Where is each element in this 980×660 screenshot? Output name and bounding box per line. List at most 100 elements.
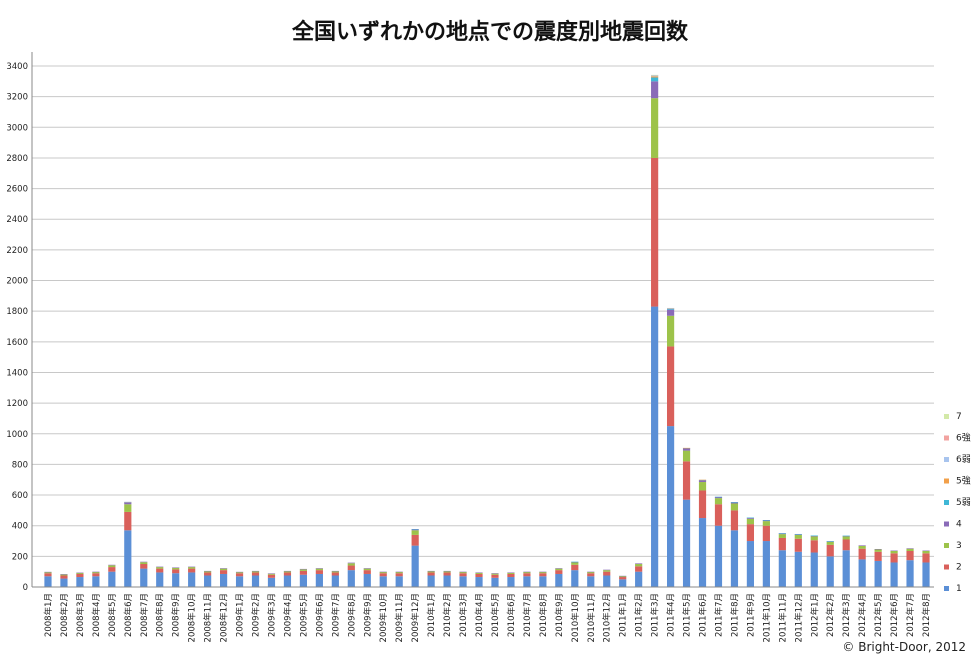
bar-segment (411, 545, 419, 587)
bar-segment (76, 577, 84, 587)
bar-segment (76, 573, 84, 578)
x-tick-label: 2010年10月 (570, 593, 581, 642)
x-tick-label: 2012年4月 (857, 593, 868, 637)
bar-segment (219, 568, 228, 569)
bar-segment (347, 570, 355, 587)
bar-segment (379, 576, 387, 587)
bar-segment (794, 534, 802, 539)
x-tick-label: 2011年5月 (682, 593, 693, 637)
bar-segment (682, 450, 691, 462)
bar-segment (299, 568, 308, 570)
x-tick-label: 2010年11月 (586, 593, 597, 642)
legend-label: 1 (956, 584, 962, 594)
bar-segment (188, 567, 196, 569)
bar-segment (283, 572, 292, 576)
bar-segment (778, 533, 786, 534)
bar-segment (204, 575, 212, 587)
bar-segment (682, 448, 691, 451)
bar-segment (60, 574, 68, 576)
x-tick-label: 2010年3月 (458, 593, 469, 637)
bar-segment (491, 574, 499, 578)
bar-segment (443, 570, 451, 572)
x-tick-label: 2009年2月 (251, 593, 262, 637)
legend-label: 6強 (956, 432, 971, 444)
bar-segment (619, 576, 627, 578)
bar-segment (459, 573, 467, 577)
legend-swatch (944, 478, 949, 484)
bar-segment (283, 575, 292, 587)
bar-segment (746, 524, 755, 542)
x-tick-label: 2011年4月 (666, 593, 677, 637)
bar-segment (746, 517, 755, 519)
bar-segment (666, 346, 675, 427)
x-tick-label: 2012年2月 (825, 593, 836, 637)
bar-segment (587, 576, 595, 587)
bar-segment (379, 571, 387, 573)
bar-segment (315, 568, 323, 571)
bar-segment (172, 567, 180, 568)
bar-segment (395, 571, 403, 574)
bar-segment (890, 562, 898, 587)
bar-segment (124, 502, 132, 505)
bar-segment (427, 575, 435, 587)
bar-segment (906, 550, 914, 561)
x-tick-label: 2009年3月 (266, 593, 277, 637)
x-tick-label: 2011年10月 (761, 593, 772, 642)
bar-segment (379, 571, 387, 574)
bar-segment (890, 550, 898, 554)
bar-segment (507, 572, 515, 573)
x-tick-label: 2012年3月 (841, 593, 852, 637)
bar-segment (219, 568, 228, 571)
x-tick-label: 2010年7月 (522, 593, 533, 637)
y-tick-label: 600 (12, 491, 28, 501)
bar-segment (874, 560, 882, 587)
x-tick-label: 2008年11月 (203, 593, 214, 642)
bar-segment (235, 576, 244, 587)
bar-segment (858, 545, 866, 546)
legend-swatch (944, 521, 949, 527)
x-tick-label: 2011年3月 (650, 593, 661, 637)
bar-segment (890, 553, 898, 563)
bar-segment (858, 559, 866, 587)
bar-segment (140, 561, 148, 563)
bar-segment (411, 529, 419, 531)
bar-segment (730, 502, 739, 503)
x-tick-label: 2010年12月 (602, 593, 613, 642)
x-tick-label: 2009年8月 (346, 593, 357, 637)
x-tick-label: 2008年9月 (171, 593, 182, 637)
x-tick-label: 2012年1月 (809, 593, 820, 637)
bar-segment (890, 550, 898, 552)
bar-segment (619, 577, 627, 580)
bar-segment (571, 564, 579, 571)
bar-segment (523, 571, 531, 574)
bar-segment (108, 571, 116, 587)
bar-segment (172, 569, 180, 574)
bar-segment (826, 544, 834, 557)
y-tick-label: 1200 (6, 399, 28, 409)
bar-segment (810, 536, 818, 541)
bar-segment (204, 570, 212, 572)
bar-segment (315, 570, 323, 574)
x-tick-label: 2008年12月 (219, 593, 230, 642)
bar-segment (124, 530, 132, 587)
bar-segment (762, 520, 770, 521)
x-tick-label: 2011年1月 (618, 593, 629, 637)
bar-segment (475, 572, 483, 574)
bar-segment (682, 461, 691, 500)
bar-segment (635, 566, 643, 572)
bar-segment (140, 564, 148, 569)
bar-segment (603, 575, 611, 587)
bar-segment (746, 541, 755, 587)
bar-segment (842, 536, 850, 540)
bar-segment (651, 306, 659, 587)
bar-segment (635, 563, 643, 565)
bar-segment (651, 98, 659, 158)
y-tick-label: 0 (23, 583, 28, 593)
bar-segment (219, 573, 228, 587)
bar-segment (475, 577, 483, 587)
bar-segment (395, 573, 403, 577)
bar-segment (523, 573, 531, 577)
x-tick-label: 2010年2月 (442, 593, 453, 637)
bar-segment (491, 577, 499, 587)
legend-swatch (944, 564, 949, 570)
